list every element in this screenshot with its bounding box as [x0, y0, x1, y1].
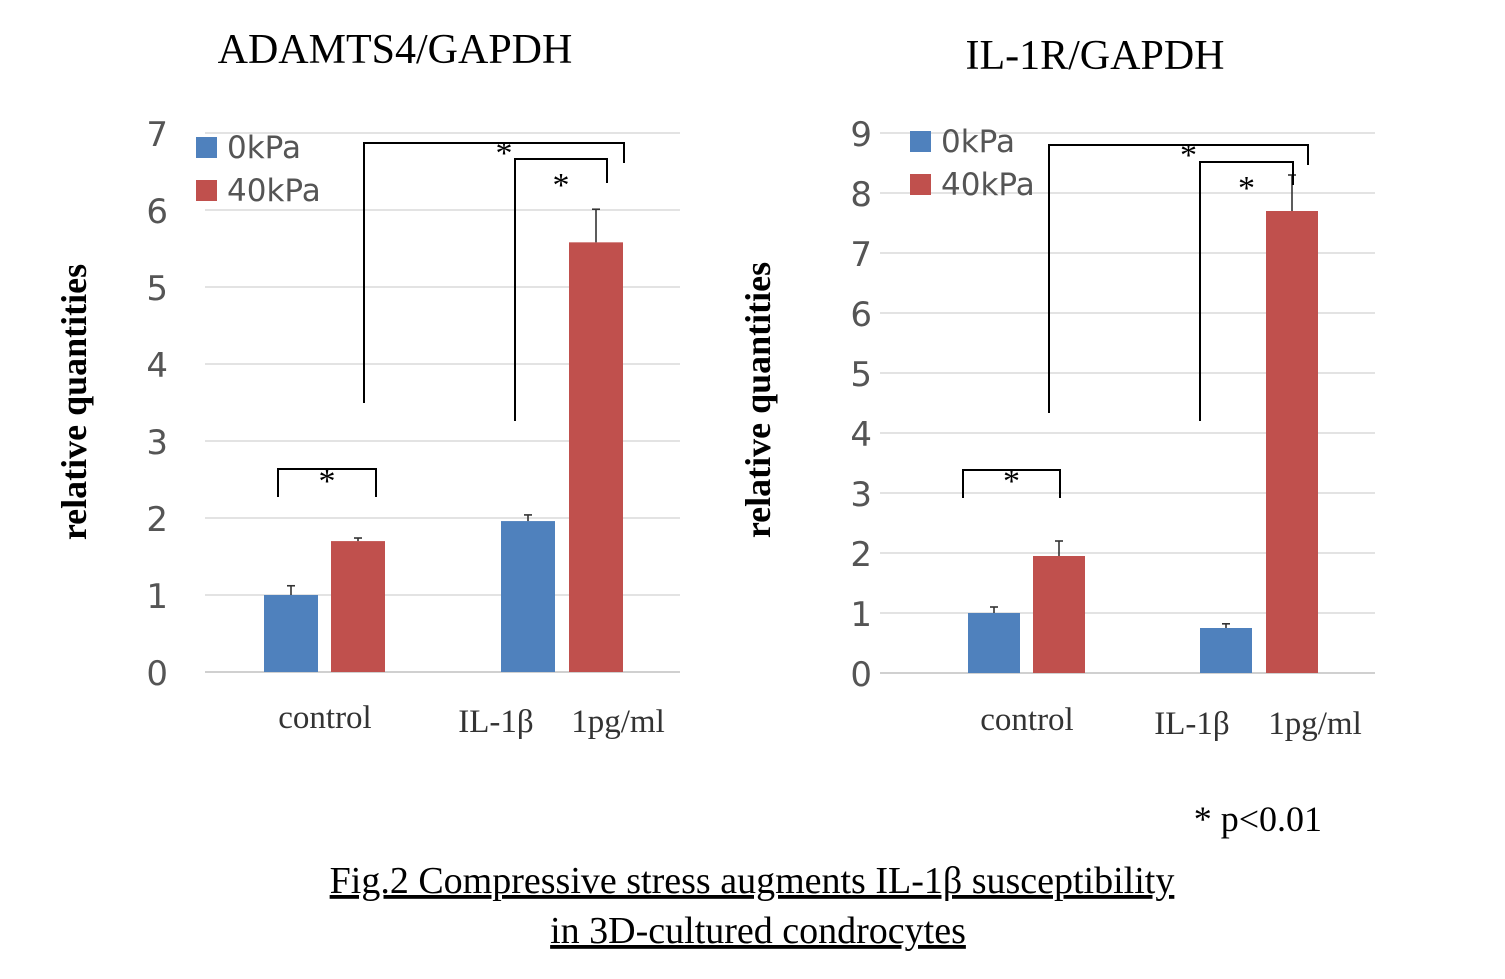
legend-label: 40kPa	[941, 167, 1035, 203]
chart-title: ADAMTS4/GAPDH	[218, 27, 573, 73]
x-category-label: control	[980, 702, 1073, 738]
chart-il1r: IL-1R/GAPDH relative quantities 0 1 2 3 4 5 6 7…	[738, 33, 1375, 742]
x-category-label: IL-1β	[458, 704, 533, 740]
legend-label: 0kPa	[941, 124, 1015, 160]
y-tick-label: 7	[850, 235, 872, 275]
significance-star: *	[496, 135, 513, 172]
y-tick-label: 0	[850, 655, 872, 695]
chart-title: IL-1R/GAPDH	[966, 33, 1225, 79]
y-tick-label: 4	[146, 346, 168, 386]
y-tick-label: 6	[146, 192, 168, 232]
significance-bracket	[514, 158, 608, 421]
significance-star: *	[1003, 463, 1020, 500]
bar-0kPa-control	[264, 595, 318, 672]
significance-footnote: * p<0.01	[1194, 799, 1322, 839]
y-tick-label: 7	[146, 115, 168, 155]
significance-bracket	[962, 469, 1061, 498]
y-tick-label: 1	[850, 595, 872, 635]
x-category-label: 1pg/ml	[1268, 706, 1362, 742]
significance-star: *	[319, 463, 336, 500]
legend-swatch-0kPa	[910, 131, 931, 152]
legend-swatch-0kPa	[196, 137, 217, 158]
x-category-label: 1pg/ml	[571, 704, 665, 740]
significance-star: *	[553, 167, 570, 204]
chart-adamts4: ADAMTS4/GAPDH relative quantities 0 1 2 3 4 5…	[54, 27, 680, 740]
y-tick-label: 3	[850, 475, 872, 515]
y-tick-label: 9	[850, 115, 872, 155]
y-tick-label: 5	[146, 269, 168, 309]
bar-0kPa-IL-1β	[1200, 628, 1252, 673]
x-category-label: control	[278, 700, 371, 736]
bar-0kPa-control	[968, 613, 1020, 673]
y-axis-label: relative quantities	[54, 264, 94, 540]
y-axis-label: relative quantities	[738, 262, 778, 538]
bar-0kPa-IL-1β	[501, 521, 555, 672]
y-tick-label: 5	[850, 355, 872, 395]
figure-caption-line-2: in 3D-cultured condrocytes	[550, 910, 966, 952]
x-category-label: IL-1β	[1154, 706, 1229, 742]
y-tick-label: 2	[850, 535, 872, 575]
bar-40kPa-control	[331, 541, 385, 672]
legend-swatch-40kPa	[910, 174, 931, 195]
significance-bracket	[277, 468, 377, 497]
significance-bracket	[363, 142, 625, 403]
y-tick-label: 2	[146, 500, 168, 540]
significance-star: *	[1180, 137, 1197, 174]
figure-caption-line-1: Fig.2 Compressive stress augments IL-1β …	[330, 860, 1175, 902]
bar-40kPa-IL-1β	[569, 242, 623, 672]
y-tick-label: 6	[850, 295, 872, 335]
significance-bracket	[1199, 161, 1294, 421]
y-tick-label: 8	[850, 175, 872, 215]
significance-star: *	[1238, 170, 1255, 207]
significance-bracket	[1048, 144, 1309, 413]
y-tick-label: 1	[146, 577, 168, 617]
y-tick-label: 3	[146, 423, 168, 463]
bar-40kPa-control	[1033, 556, 1085, 673]
bar-40kPa-IL-1β	[1266, 211, 1318, 673]
legend-label: 40kPa	[227, 173, 321, 209]
y-tick-label: 0	[146, 654, 168, 694]
legend-label: 0kPa	[227, 130, 301, 166]
y-tick-label: 4	[850, 415, 872, 455]
legend-swatch-40kPa	[196, 180, 217, 201]
